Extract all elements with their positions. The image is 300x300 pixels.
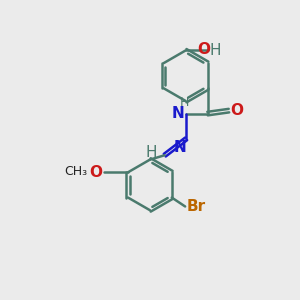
Text: methoxy: methoxy — [82, 172, 88, 173]
Text: O: O — [90, 165, 103, 180]
Text: CH₃: CH₃ — [64, 165, 87, 178]
Text: H: H — [146, 145, 157, 160]
Text: H: H — [180, 96, 189, 109]
Text: N: N — [173, 140, 186, 155]
Text: O: O — [198, 42, 211, 57]
Text: H: H — [209, 43, 221, 58]
Text: Br: Br — [187, 199, 206, 214]
Text: O: O — [230, 103, 243, 118]
Text: N: N — [172, 106, 185, 121]
